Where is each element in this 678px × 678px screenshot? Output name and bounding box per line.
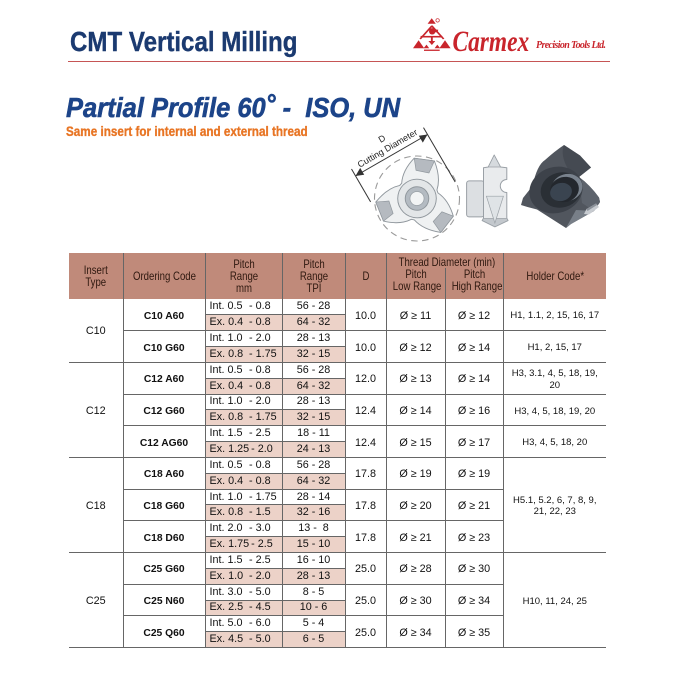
svg-text:Carmex: Carmex <box>453 24 530 57</box>
svg-text:D: D <box>377 133 388 145</box>
svg-text:Precision Tools Ltd.: Precision Tools Ltd. <box>536 40 606 51</box>
